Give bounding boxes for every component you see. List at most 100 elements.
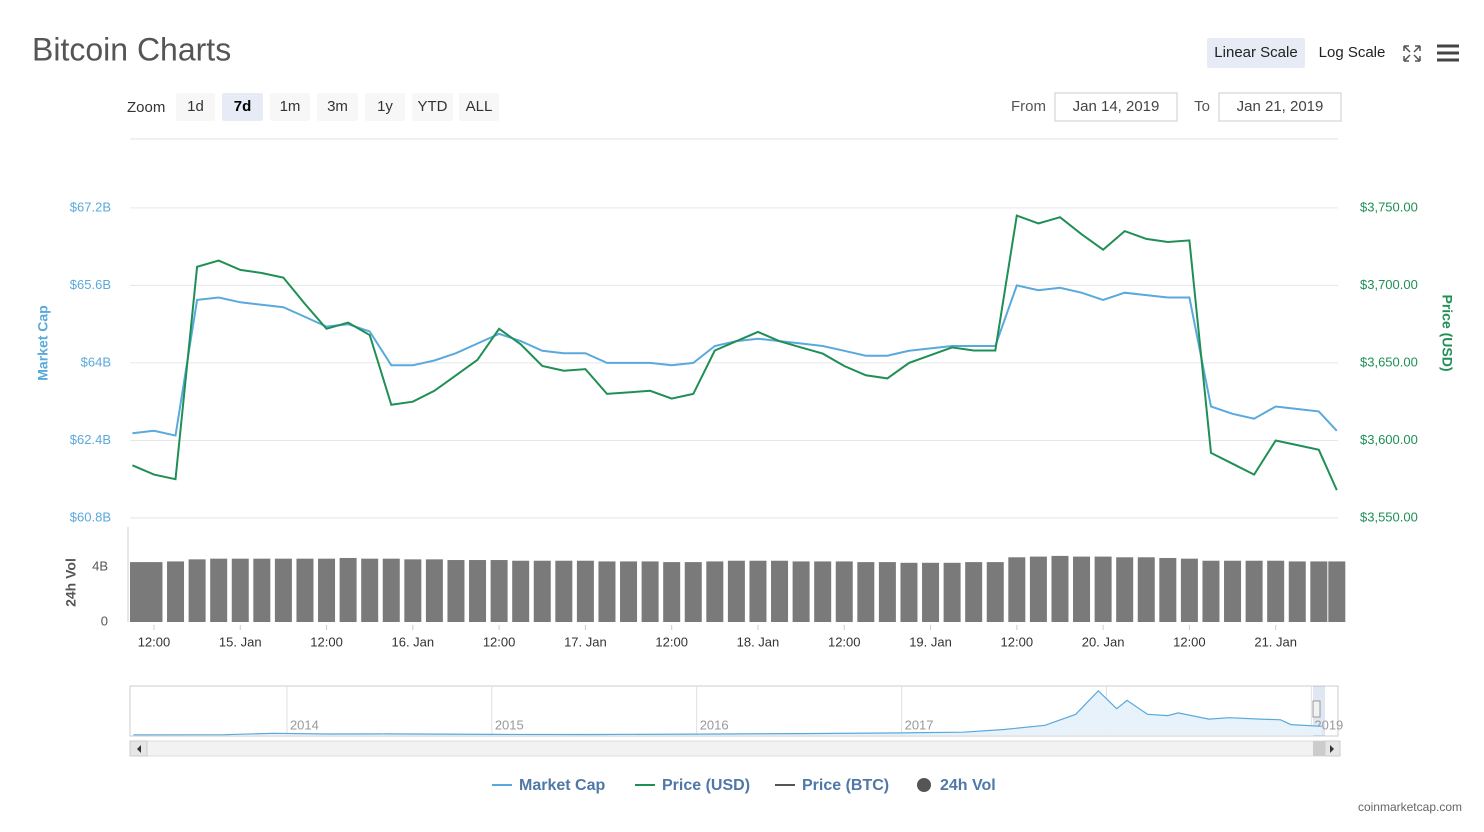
zoom-button[interactable] — [459, 93, 499, 121]
volume-bar — [641, 561, 659, 622]
volume-bar — [1029, 556, 1047, 622]
volume-bar — [404, 559, 422, 622]
scale-button-label[interactable]: Linear Scale — [1214, 44, 1297, 61]
zoom-button-label[interactable]: 7d — [234, 98, 252, 115]
zoom-button-label[interactable]: 1y — [377, 98, 393, 115]
x-tick-label: 19. Jan — [909, 634, 952, 649]
credit: coinmarketcap.com — [1358, 800, 1462, 814]
legend-label[interactable]: Market Cap — [519, 777, 605, 794]
volume-bar — [382, 558, 400, 622]
x-tick-label: 20. Jan — [1082, 634, 1125, 649]
y-tick-label: $67.2B — [70, 199, 111, 214]
volume-bar — [425, 559, 443, 622]
zoom-button-label[interactable]: 3m — [327, 98, 348, 115]
to-input[interactable] — [1218, 92, 1342, 122]
legend-label[interactable]: 24h Vol — [940, 777, 996, 794]
y-axis-title: 24h Vol — [63, 558, 79, 607]
zoom-button-label[interactable]: 1m — [280, 98, 301, 115]
y-tick-label: 4B — [92, 558, 108, 573]
volume-bar — [814, 561, 832, 622]
navigator-frame — [129, 685, 1339, 737]
volume-bar — [512, 560, 530, 622]
volume-bar — [922, 562, 940, 622]
legend-label[interactable]: Price (USD) — [662, 777, 750, 794]
y2-tick-label: $3,600.00 — [1360, 432, 1418, 447]
navigator-handle[interactable] — [1312, 700, 1321, 718]
page-title: Bitcoin Charts — [32, 31, 231, 67]
navigator-line — [133, 689, 1322, 736]
zoom-button-label[interactable]: YTD — [418, 98, 448, 115]
scroll-thumb[interactable] — [1313, 741, 1325, 756]
volume-bar — [1180, 558, 1198, 622]
fullscreen-icon[interactable] — [1403, 45, 1421, 62]
volume-bar — [878, 562, 896, 622]
x-tick-label: 2016 — [700, 717, 729, 732]
series-line — [132, 214, 1338, 491]
x-tick-label: 2017 — [905, 717, 934, 732]
y-tick-label: $64B — [81, 354, 111, 369]
zoom-button[interactable] — [365, 93, 405, 121]
volume-bar — [771, 560, 789, 622]
volume-bar — [1116, 557, 1134, 622]
from-date[interactable]: Jan 14, 2019 — [1073, 98, 1160, 115]
x-tick-label: 17. Jan — [564, 634, 607, 649]
volume-bar — [706, 561, 724, 622]
zoom-button[interactable] — [317, 93, 358, 121]
x-tick-label: 12:00 — [1001, 634, 1034, 649]
volume-bar — [231, 558, 249, 622]
x-tick-label: 16. Jan — [391, 634, 434, 649]
volume-bar — [1328, 561, 1346, 622]
to-date[interactable]: Jan 21, 2019 — [1237, 98, 1324, 115]
legend-label[interactable]: Price (BTC) — [802, 777, 889, 794]
scrollbar-track[interactable] — [129, 740, 1341, 757]
scroll-left-arrow — [137, 745, 141, 753]
zoom-button[interactable] — [412, 93, 453, 121]
y2-tick-label: $3,700.00 — [1360, 277, 1418, 292]
menu-icon[interactable] — [1437, 44, 1459, 62]
from-input[interactable] — [1054, 92, 1178, 122]
volume-bar — [318, 558, 336, 622]
scroll-right-arrow — [1330, 745, 1334, 753]
x-tick-label: 12:00 — [483, 634, 516, 649]
volume-bar — [1008, 557, 1026, 622]
from-label: From — [1011, 98, 1046, 115]
volume-bar — [361, 558, 379, 622]
legend-symbol — [917, 778, 931, 792]
y2-tick-label: $3,550.00 — [1360, 509, 1418, 524]
volume-bar — [1202, 560, 1220, 622]
volume-bar — [274, 558, 292, 622]
zoom-button-label[interactable]: ALL — [466, 98, 493, 115]
navigator-area — [133, 690, 1322, 735]
volume-bar — [555, 560, 573, 622]
y-tick-label: 0 — [101, 613, 108, 628]
volume-bar — [1288, 561, 1306, 622]
zoom-button[interactable] — [270, 93, 310, 121]
x-tick-label: 12:00 — [655, 634, 688, 649]
zoom-button[interactable] — [176, 93, 215, 121]
volume-bar — [857, 562, 875, 622]
volume-bar — [167, 561, 185, 622]
volume-bar — [490, 560, 508, 622]
volume-bar — [1224, 560, 1242, 622]
volume-bar — [339, 557, 357, 622]
x-tick-label: 18. Jan — [737, 634, 780, 649]
volume-bar — [1310, 561, 1328, 622]
zoom-button-label[interactable]: 1d — [187, 98, 204, 115]
zoom-label: Zoom — [127, 99, 165, 116]
volume-bar — [986, 562, 1004, 622]
x-tick-label: 12:00 — [138, 634, 171, 649]
volume-bar — [296, 558, 314, 622]
volume-bar — [598, 561, 616, 622]
scale-button[interactable] — [1207, 38, 1305, 68]
zoom-button[interactable] — [222, 93, 263, 121]
volume-bar — [1137, 557, 1155, 622]
scale-button-label[interactable]: Log Scale — [1319, 44, 1386, 61]
volume-bar — [253, 558, 271, 622]
y2-axis-title: Price (USD) — [1439, 294, 1455, 371]
x-tick-label: 12:00 — [1173, 634, 1206, 649]
series-line — [132, 284, 1338, 437]
volume-bar — [188, 559, 206, 622]
volume-bar — [1051, 555, 1069, 622]
volume-bar — [835, 561, 853, 622]
